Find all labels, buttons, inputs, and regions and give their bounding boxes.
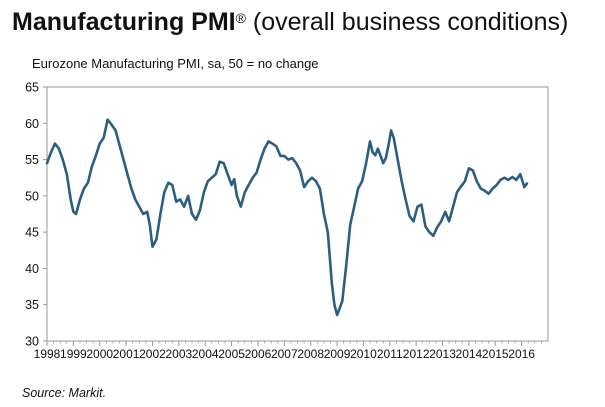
x-tick-label: 2010 bbox=[350, 347, 377, 361]
x-tick-label: 2014 bbox=[456, 347, 483, 361]
x-tick-label: 2007 bbox=[271, 347, 298, 361]
x-tick-label: 2015 bbox=[482, 347, 509, 361]
pmi-series-line bbox=[45, 118, 529, 317]
x-tick-label: 2011 bbox=[377, 347, 403, 361]
y-tick-label: 45 bbox=[25, 226, 39, 240]
chart-title-main: Manufacturing PMI bbox=[12, 8, 236, 36]
x-tick-label: 2002 bbox=[139, 347, 166, 361]
source-note: Source: Markit. bbox=[22, 386, 107, 400]
y-tick-label: 65 bbox=[25, 81, 39, 95]
x-tick-label: 2005 bbox=[218, 347, 245, 361]
x-tick-label: 1998 bbox=[34, 347, 61, 361]
y-tick-label: 40 bbox=[25, 262, 39, 276]
x-tick-label: 2004 bbox=[192, 347, 219, 361]
plot-area bbox=[45, 118, 529, 317]
x-tick-label: 1999 bbox=[60, 347, 87, 361]
chart-subtitle: Eurozone Manufacturing PMI, sa, 50 = no … bbox=[32, 56, 319, 71]
x-tick-label: 2016 bbox=[508, 347, 535, 361]
y-tick-label: 55 bbox=[25, 153, 39, 167]
registered-mark: ® bbox=[235, 10, 246, 26]
axes: 30 35 40 45 50 55 60 65 1998 1999 2000 2001 2002 2003… bbox=[25, 81, 549, 361]
chart-title-rest: (overall business conditions) bbox=[245, 8, 569, 36]
chart-title: Manufacturing PMI® (overall business con… bbox=[12, 8, 568, 37]
y-tick-label: 35 bbox=[25, 298, 39, 312]
x-tick-label: 2000 bbox=[86, 347, 113, 361]
x-tick-label: 2009 bbox=[324, 347, 351, 361]
x-tick-label: 2013 bbox=[429, 347, 456, 361]
x-tick-label: 2008 bbox=[297, 347, 324, 361]
x-tick-label: 2001 bbox=[113, 347, 140, 361]
y-tick-label: 50 bbox=[25, 189, 39, 203]
x-tick-label: 2003 bbox=[165, 347, 192, 361]
plot-frame bbox=[46, 86, 549, 342]
x-tick-label: 2006 bbox=[245, 347, 272, 361]
x-tick-label: 2012 bbox=[403, 347, 430, 361]
y-tick-label: 60 bbox=[25, 117, 39, 131]
y-tick-label: 30 bbox=[25, 335, 39, 349]
